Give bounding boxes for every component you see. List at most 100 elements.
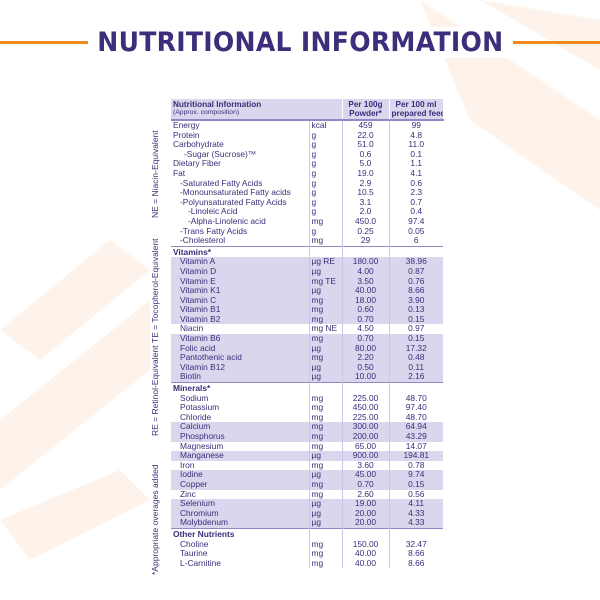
nutrient-name: -Polyunsaturated Fatty Acids <box>180 197 287 207</box>
nutrient-unit: mg <box>308 412 342 423</box>
value-per-100ml: 43.29 <box>388 432 443 442</box>
value-per-100ml: 48.70 <box>388 393 443 404</box>
value-per-100g: 80.00 <box>341 343 389 354</box>
table-row: -Saturated Fatty Acids g 2.9 0.6 <box>171 178 443 189</box>
value-per-100g: 225.00 <box>341 412 389 423</box>
nutrient-unit: mg <box>308 489 342 500</box>
table-row: Manganese µg 900.00 194.81 <box>171 451 443 461</box>
value-per-100ml: 99 <box>388 120 443 131</box>
nutrient-name: Choline <box>180 539 209 549</box>
nutrient-name: Pantothenic acid <box>171 353 309 363</box>
header-nutrient-subtitle: (Approx. composition) <box>173 109 240 116</box>
table-row: Potassium mg 450.00 97.40 <box>171 403 443 413</box>
nutrient-unit: mg <box>308 539 342 550</box>
value-per-100g: 2.60 <box>341 489 389 500</box>
page-title: NUTRITIONAL INFORMATION <box>87 26 513 58</box>
table-row: Selenium µg 19.00 4.11 <box>171 499 443 509</box>
value-per-100g: 40.00 <box>341 558 389 569</box>
side-note-niacin: NE = Niacin-Equivalent <box>150 130 160 218</box>
table-row: Carbohydrate g 51.0 11.0 <box>171 140 443 150</box>
value-per-100ml: 0.05 <box>388 226 443 237</box>
nutrient-name: -Sugar (Sucrose)™ <box>184 149 257 159</box>
nutrient-unit <box>308 527 342 540</box>
value-per-100ml <box>388 527 443 540</box>
header-nutrient: Nutritional Information (Approx. composi… <box>171 99 343 121</box>
table-row: Iron mg 3.60 0.78 <box>171 460 443 471</box>
value-per-100g: 10.00 <box>341 372 389 383</box>
nutrient-unit: mg <box>308 441 342 452</box>
nutrient-unit <box>308 245 342 258</box>
value-per-100g: 20.00 <box>341 518 389 529</box>
value-per-100ml: 0.15 <box>388 314 443 325</box>
table-row: Molybdenum µg 20.00 4.33 <box>171 518 443 529</box>
value-per-100ml: 1.1 <box>388 159 443 169</box>
value-per-100ml: 2.16 <box>388 372 443 383</box>
value-per-100g: 0.70 <box>341 479 389 490</box>
nutrient-unit: mg <box>308 314 342 325</box>
table-header-row: Nutritional Information (Approx. composi… <box>171 99 444 121</box>
table-row: Sodium mg 225.00 48.70 <box>171 393 443 404</box>
nutrient-unit: mg <box>308 216 342 227</box>
value-per-100g: 4.50 <box>341 324 389 335</box>
nutrient-name: Vitamin B2 <box>171 314 309 325</box>
value-per-100g: 300.00 <box>341 422 389 432</box>
table-row: Niacin mg NE 4.50 0.97 <box>171 324 443 335</box>
value-per-100g: 225.00 <box>341 393 389 404</box>
value-per-100g: 180.00 <box>341 257 389 267</box>
nutrient-unit: g <box>308 207 342 217</box>
nutrient-name: Manganese <box>171 451 309 461</box>
value-per-100g: 40.00 <box>341 549 389 559</box>
value-per-100ml: 0.11 <box>388 362 443 373</box>
nutrient-name: Protein <box>173 130 200 140</box>
value-per-100g: 0.25 <box>341 226 389 237</box>
nutrient-unit: mg <box>308 236 342 247</box>
nutrient-unit: g <box>308 226 342 237</box>
table-row: Folic acid µg 80.00 17.32 <box>171 343 443 354</box>
table-row: Chloride mg 225.00 48.70 <box>171 412 443 423</box>
value-per-100g: 3.60 <box>341 460 389 471</box>
value-per-100ml: 14.07 <box>388 441 443 452</box>
table-row: -Cholesterol mg 29 6 <box>171 236 443 247</box>
value-per-100g: 19.00 <box>341 499 389 509</box>
table-row: -Sugar (Sucrose)™ g 0.6 0.1 <box>171 149 443 160</box>
side-note-retinol: RE = Retinol-Equivalent <box>150 345 160 436</box>
value-per-100g: 450.0 <box>341 216 389 227</box>
nutrient-name: Chromium <box>171 508 309 519</box>
value-per-100ml: 0.76 <box>388 276 443 287</box>
nutrient-name: Carbohydrate <box>173 140 224 150</box>
value-per-100g: 0.6 <box>341 149 389 160</box>
value-per-100g: 20.00 <box>341 508 389 519</box>
nutrient-unit: mg <box>308 558 342 569</box>
value-per-100ml: 11.0 <box>388 140 443 150</box>
value-per-100g: 150.00 <box>341 539 389 550</box>
nutrient-unit: mg <box>308 305 342 315</box>
nutrient-name: -Linoleic Acid <box>188 207 238 217</box>
value-per-100ml: 0.13 <box>388 305 443 315</box>
nutrient-name: Molybdenum <box>171 518 309 529</box>
nutrient-name: Zinc <box>180 489 196 499</box>
nutrition-table: Nutritional Information (Approx. composi… <box>171 99 444 569</box>
nutrient-name: Other Nutrients <box>171 527 309 540</box>
value-per-100g <box>341 382 389 394</box>
value-per-100g: 2.0 <box>341 207 389 217</box>
value-per-100ml: 97.40 <box>388 403 443 413</box>
table-row: -Monounsaturated Fatty acids g 10.5 2.3 <box>171 188 443 198</box>
value-per-100ml <box>388 382 443 394</box>
value-per-100ml: 0.15 <box>388 334 443 344</box>
nutrient-unit: mg <box>308 403 342 413</box>
table-section-row: Minerals* <box>171 382 443 394</box>
nutrient-name: Minerals* <box>171 382 309 394</box>
value-per-100ml: 0.48 <box>388 353 443 363</box>
table-row: Phosphorus mg 200.00 43.29 <box>171 432 443 442</box>
value-per-100ml: 0.97 <box>388 324 443 335</box>
nutrient-unit: µg <box>308 372 342 383</box>
value-per-100ml: 4.33 <box>388 508 443 519</box>
nutrient-unit: µg <box>308 470 342 480</box>
nutrient-unit <box>308 382 342 394</box>
value-per-100g: 900.00 <box>341 451 389 461</box>
nutrient-name: Vitamin D <box>171 266 309 277</box>
nutrient-unit: µg <box>308 508 342 519</box>
header-nutrient-title: Nutritional Information <box>173 100 262 109</box>
nutrient-name: Calcium <box>171 422 309 432</box>
